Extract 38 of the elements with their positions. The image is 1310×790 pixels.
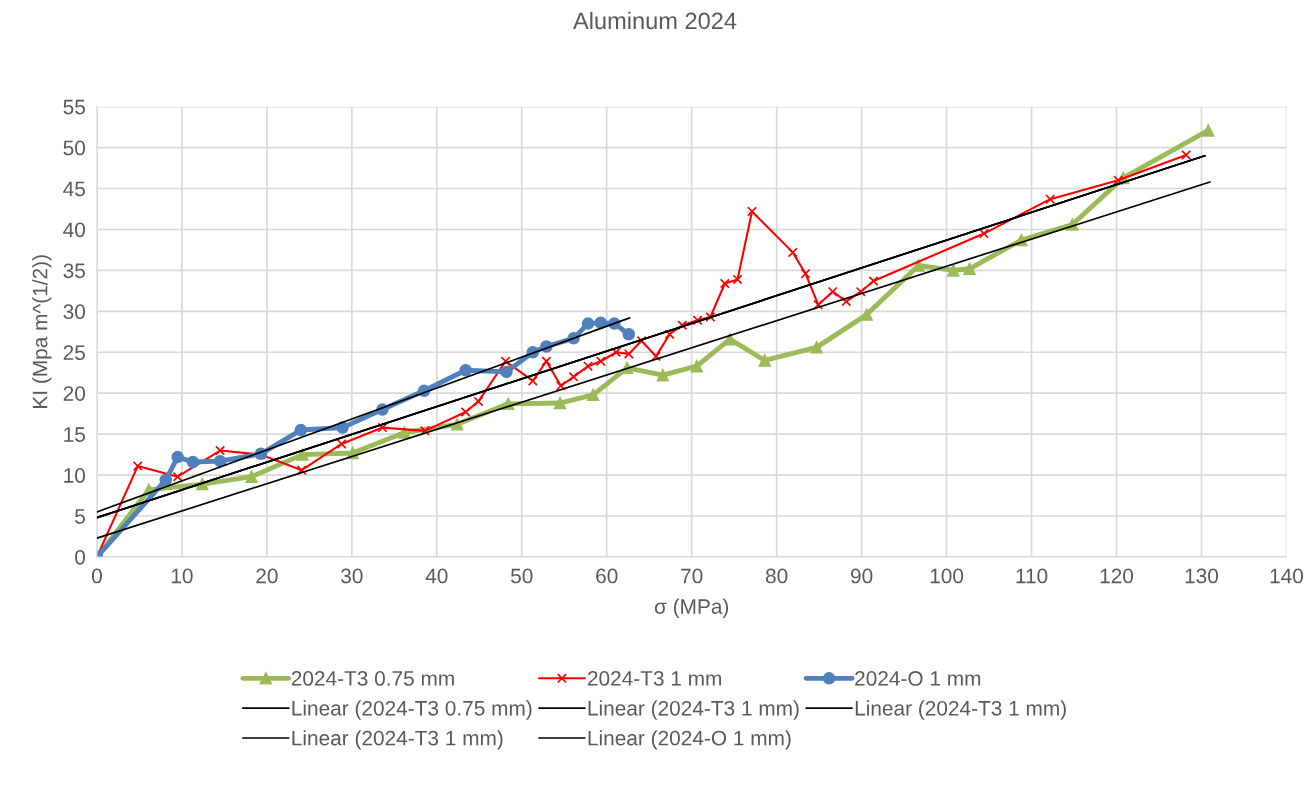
y-tick-label: 5 (75, 509, 85, 524)
x-tick-label: 120 (1100, 568, 1134, 584)
legend-label: 2024-O 1 mm (855, 671, 981, 686)
x-tick-label: 130 (1185, 568, 1219, 584)
x-tick-label: 60 (596, 568, 618, 584)
x-tick-label: 100 (930, 568, 964, 584)
x-tick-label: 80 (765, 568, 788, 584)
chart-title: Aluminum 2024 (573, 11, 737, 30)
legend-label: Linear (2024-T3 1 mm) (588, 700, 799, 720)
x-tick-label: 20 (256, 568, 278, 584)
legend-label: 2024-T3 1 mm (587, 671, 722, 686)
x-tick-label: 30 (341, 568, 363, 584)
y-tick-label: 55 (63, 99, 85, 115)
y-tick-label: 10 (64, 468, 86, 483)
x-tick-label: 140 (1270, 568, 1303, 584)
legend-label: Linear (2024-T3 1 mm) (292, 730, 503, 750)
y-tick-label: 25 (63, 345, 85, 361)
legend-label: Linear (2024-O 1 mm) (588, 730, 791, 750)
x-tick-label: 70 (681, 568, 703, 584)
y-axis-title: KI (Mpa m^(1/2)) (32, 255, 52, 408)
x-tick-label: 0 (91, 568, 102, 584)
legend-label: Linear (2024-T3 0.75 mm) (292, 700, 532, 720)
legend-label: Linear (2024-T3 1 mm) (855, 700, 1066, 720)
x-tick-label: 110 (1016, 568, 1048, 584)
y-tick-label: 35 (63, 263, 85, 279)
x-tick-label: 10 (171, 568, 193, 584)
y-tick-label: 50 (63, 140, 86, 156)
y-tick-label: 30 (63, 304, 86, 320)
x-axis-title: σ (MPa) (654, 598, 729, 618)
y-tick-label: 40 (63, 222, 86, 238)
y-tick-label: 20 (63, 386, 86, 401)
x-tick-label: 40 (425, 568, 448, 584)
y-tick-label: 45 (63, 181, 85, 197)
x-tick-label: 90 (851, 568, 873, 584)
legend-label: 2024-T3 0.75 mm (291, 671, 454, 686)
y-tick-label: 0 (75, 549, 86, 565)
y-tick-label: 15 (64, 427, 85, 442)
x-tick-label: 50 (511, 568, 533, 584)
